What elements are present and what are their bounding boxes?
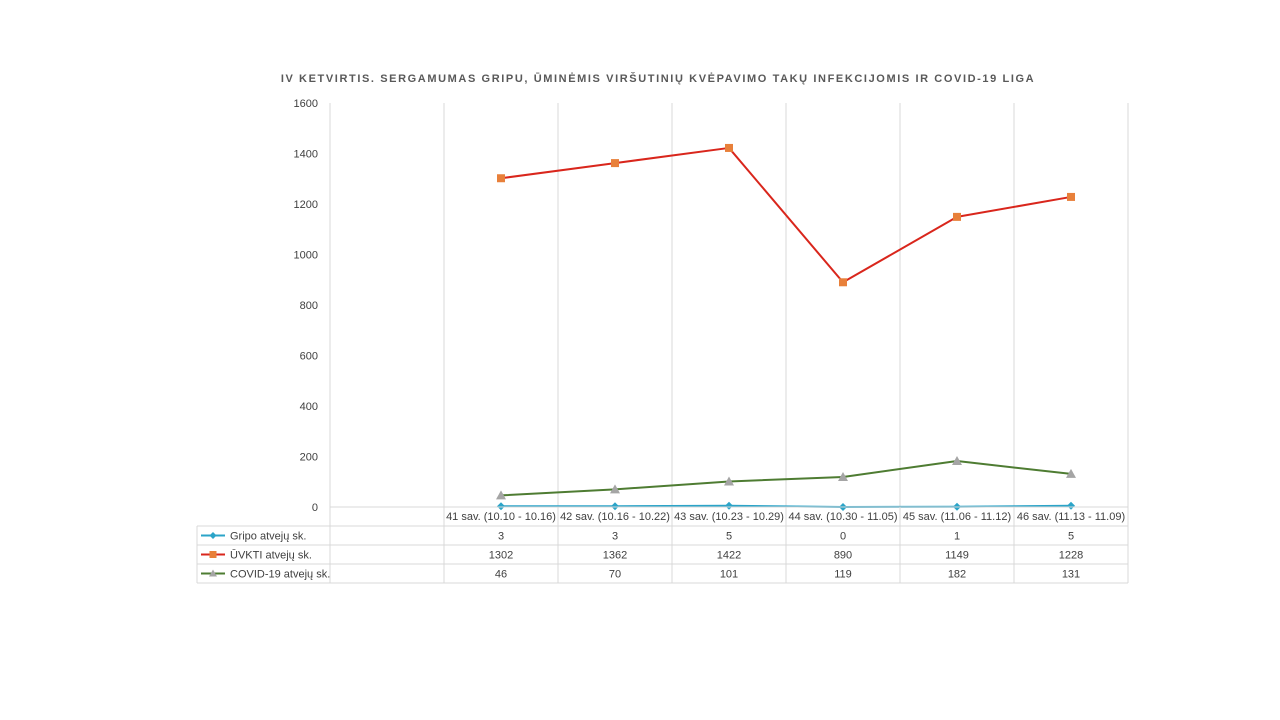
data-point [839,278,847,287]
y-tick-label: 1400 [294,149,318,161]
x-tick-label: 43 sav. (10.23 - 10.29) [674,511,784,523]
data-table-value: 46 [495,569,507,581]
series-line-2 [500,460,1072,497]
gridlines [329,103,1129,508]
series-markers [496,143,1076,511]
legend-key-marker [209,532,217,539]
data-point [611,159,619,168]
data-table-value: 890 [834,550,852,562]
data-table-value: 3 [498,531,504,543]
data-table-value: 131 [1062,569,1080,581]
data-table-value: 5 [726,531,732,543]
data-table-value: 1149 [945,550,969,562]
data-point [725,143,733,152]
y-tick-label: 1200 [294,199,318,211]
data-point [952,456,962,466]
y-tick-label: 800 [300,300,318,312]
y-axis-ticks: 0 200 400 600 800 1000 1200 1400 1600 [294,98,318,514]
y-tick-label: 0 [312,502,318,514]
legend-key-marker [209,569,217,577]
x-tick-label: 45 sav. (11.06 - 11.12) [903,511,1011,523]
data-table-value: 182 [948,569,966,581]
data-table-value: 70 [609,569,621,581]
data-table-value: 101 [720,569,738,581]
y-tick-label: 200 [300,452,318,464]
x-tick-label: 44 sav. (10.30 - 11.05) [788,511,897,523]
data-table-value: 1 [954,531,960,543]
data-point [838,471,848,481]
data-table-value: 1228 [1059,550,1083,562]
data-table-value: 5 [1068,531,1074,543]
legend-label: Gripo atvejų sk. [230,531,306,543]
data-point [953,212,961,221]
x-tick-label: 42 sav. (10.16 - 10.22) [560,511,670,523]
data-table-value: 3 [612,531,618,543]
data-point [724,476,734,486]
data-point [611,502,619,511]
x-tick-label: 41 sav. (10.10 - 10.16) [446,511,556,523]
data-point [610,484,620,494]
data-table-value: 1302 [489,550,513,562]
x-tick-label: 46 sav. (11.13 - 11.09) [1017,511,1125,523]
legend-key-marker [209,551,217,558]
data-table-value: 1422 [717,550,741,562]
data-point [497,174,505,183]
data-table-value: 0 [840,531,846,543]
y-tick-label: 1000 [294,250,318,262]
data-point [1066,468,1076,478]
chart-title: IV KETVIRTIS. SERGAMUMAS GRIPU, ŪMINĖMIS… [281,72,1035,85]
data-point [725,501,733,510]
data-point [497,502,505,511]
data-point [496,490,506,500]
legend-label: COVID-19 atvejų sk. [230,569,330,581]
data-table: 41 sav. (10.10 - 10.16) 42 sav. (10.16 - … [196,506,1129,584]
y-tick-label: 1600 [294,98,318,110]
y-tick-label: 400 [300,401,318,413]
y-tick-label: 600 [300,351,318,363]
data-table-value: 1362 [603,550,627,562]
legend-label: ŪVKTI atvejų sk. [230,550,312,562]
series-line-1 [500,146,1072,284]
data-point [1067,501,1075,510]
data-point [1067,192,1075,201]
data-table-value: 119 [834,569,852,581]
